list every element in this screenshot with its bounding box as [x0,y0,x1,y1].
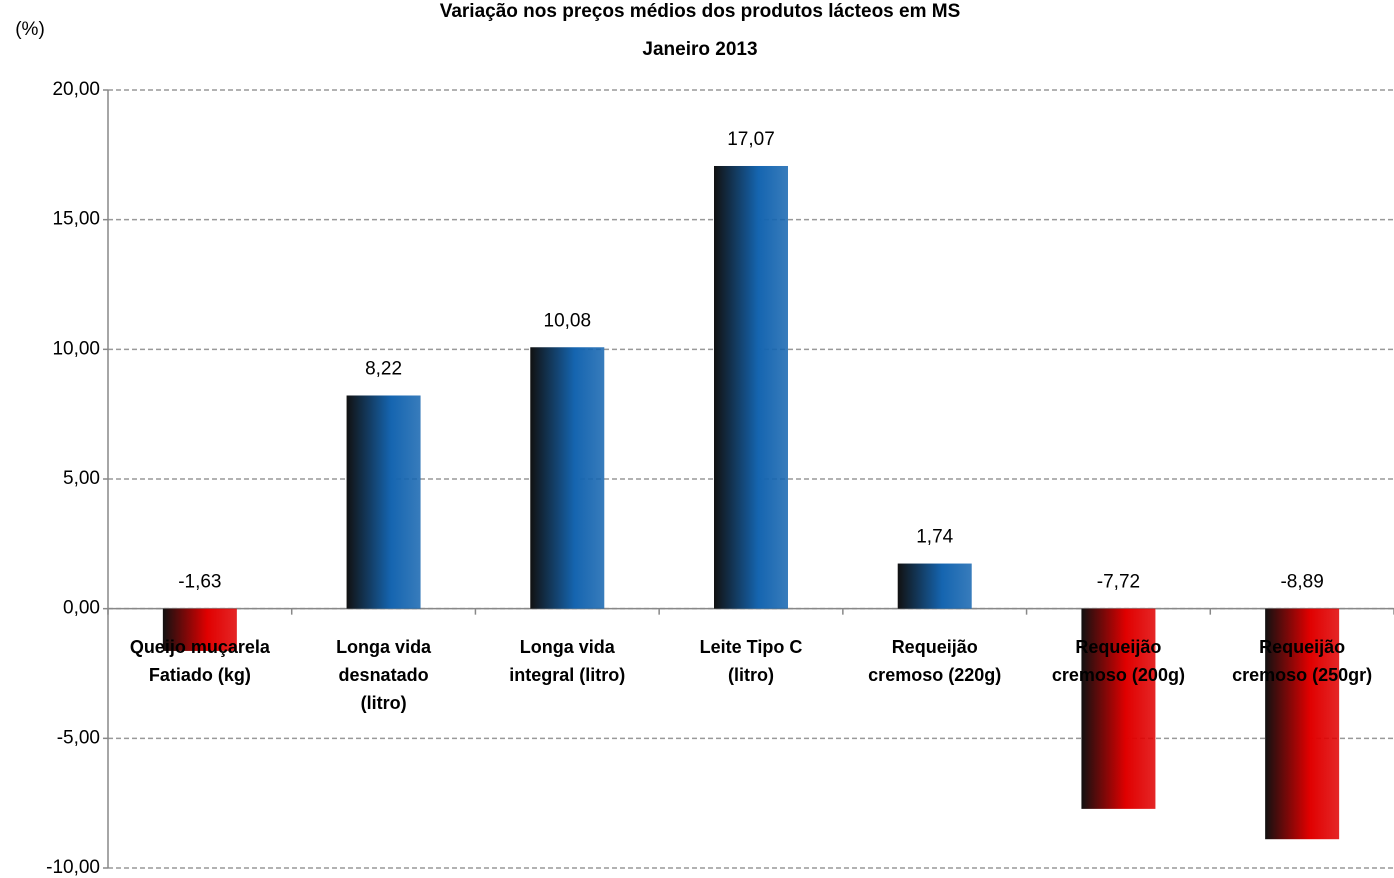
bar [714,165,788,609]
chart-title: Variação nos preços médios dos produtos … [440,1,961,22]
y-tick-label: 15,00 [52,209,100,230]
value-label: 8,22 [365,359,402,380]
y-axis-label: (%) [15,19,45,40]
x-tick-label: Requeijão [1259,637,1345,657]
x-tick-label: Requeijão [892,637,978,657]
y-tick-label: -5,00 [57,727,100,748]
value-label: -1,63 [178,572,221,593]
chart-subtitle: Janeiro 2013 [642,39,757,60]
y-tick-label: 20,00 [52,79,100,100]
bar [1081,608,1156,809]
x-tick-label: Fatiado (kg) [149,665,251,685]
value-label: 1,74 [916,527,953,548]
y-tick-label: 0,00 [63,598,100,619]
y-tick-label: 5,00 [63,468,100,489]
value-label: 17,07 [727,129,775,150]
bar [1265,608,1340,840]
value-label: -8,89 [1280,572,1323,593]
x-tick-label: cremoso (250gr) [1232,665,1372,685]
x-tick-label: (litro) [728,665,774,685]
value-label: -7,72 [1097,572,1140,593]
bar [162,608,237,651]
x-tick-label: cremoso (220g) [868,665,1001,685]
value-label: 10,08 [544,310,592,331]
x-tick-label: integral (litro) [509,665,625,685]
x-tick-label: Longa vida [336,637,432,657]
x-tick-label: Queijo muçarela [130,637,271,657]
x-tick-label: Longa vida [520,637,616,657]
y-tick-label: 10,00 [52,338,100,359]
bar [897,563,972,609]
x-tick-label: Requeijão [1075,637,1161,657]
y-tick-label: -10,00 [46,857,100,878]
bar [346,395,421,609]
x-tick-label: (litro) [361,693,407,713]
x-tick-label: Leite Tipo C [700,637,803,657]
bar [530,347,605,609]
x-tick-label: desnatado [339,665,429,685]
x-tick-label: cremoso (200g) [1052,665,1185,685]
